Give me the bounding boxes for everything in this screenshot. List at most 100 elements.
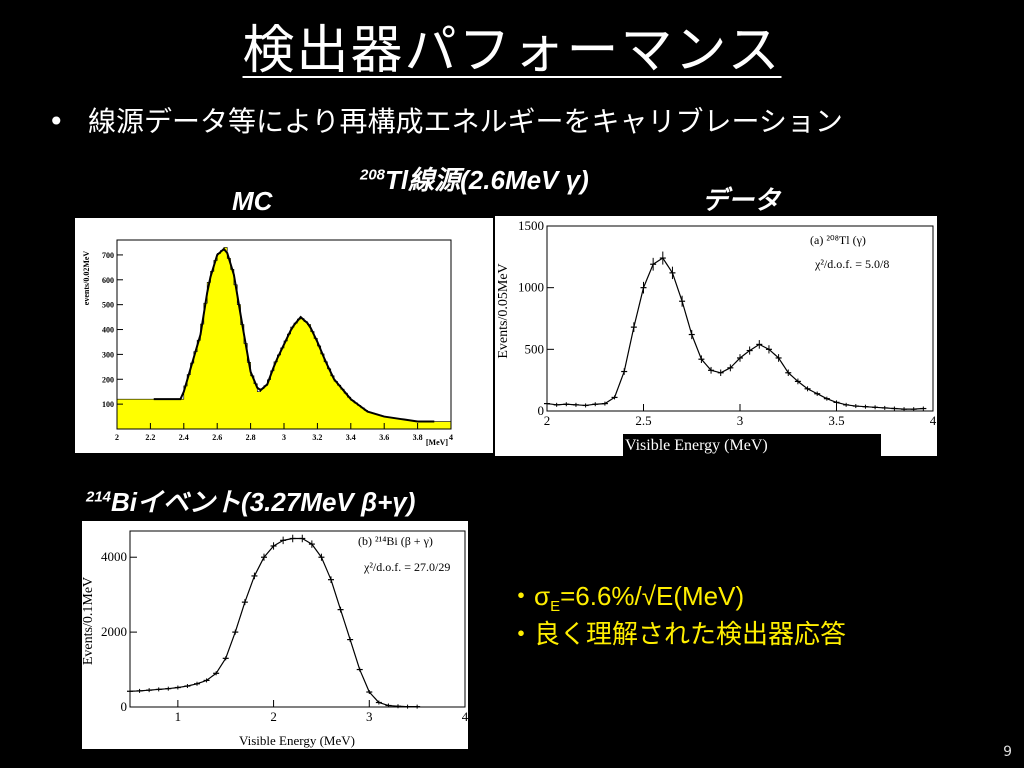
tl-y-tick-label: 1500 — [518, 218, 544, 233]
tl-data-point — [572, 402, 579, 407]
bi-x-tick-label: 3 — [366, 709, 373, 724]
tl-data-point — [814, 391, 821, 396]
bi-annotation-title: (b) ²¹⁴Bi (β + γ) — [358, 534, 433, 548]
mc-y-tick-label: 600 — [102, 276, 114, 285]
tl-x-tick-label: 3.5 — [828, 413, 844, 428]
tl-data-point — [872, 405, 879, 410]
mc-y-tick-label: 100 — [102, 400, 114, 409]
tl-y-tick-label: 500 — [525, 341, 545, 356]
mc-x-tick-label: 4 — [449, 433, 453, 442]
mc-y-axis-label: events/0.02MeV — [82, 251, 91, 306]
bi-data-point — [222, 656, 229, 661]
mc-histogram-bars — [116, 247, 452, 430]
tl-data-point — [910, 407, 917, 412]
bi-y-tick-label: 0 — [121, 699, 128, 714]
note-resolution-prefix: ・σ — [508, 581, 551, 611]
bi-data-point — [280, 536, 287, 545]
bi-data-point — [203, 678, 210, 683]
tl-x-axis-label: Visible Energy (MeV) — [625, 437, 768, 454]
tl-data-point — [630, 322, 637, 332]
tl-data-point — [852, 404, 859, 409]
mc-y-tick-label: 700 — [102, 251, 114, 260]
mc-x-axis-label: [MeV] — [426, 438, 449, 447]
bi-data-point — [155, 687, 162, 692]
tl-y-tick-label: 0 — [538, 403, 545, 418]
tl-data-point — [756, 340, 763, 349]
mc-x-tick-label: 2 — [115, 433, 119, 442]
tl-y-axis-label: Events/0.05MeV — [496, 263, 511, 358]
bi-x-tick-label: 4 — [462, 709, 468, 724]
tl-y-tick-label: 1000 — [518, 280, 544, 295]
tl-fit-curve — [546, 257, 924, 410]
tl-x-tick-label: 3 — [737, 413, 744, 428]
data-label: データ — [702, 185, 781, 215]
bi214-data-panel: 1 2 3 4 0 2000 4000 Visible Energy (MeV) Events/… — [82, 521, 468, 749]
bi-data-point — [385, 703, 392, 708]
mc-fit-curve — [153, 247, 435, 423]
bi-data-point — [318, 553, 325, 561]
bi-label: 214Biイベント(3.27MeV β+γ) — [86, 482, 415, 519]
tl-data-point — [833, 400, 840, 405]
mc-x-tick-label: 2.2 — [145, 433, 155, 442]
tl-annotation-title: (a) ²⁰⁸Tl (γ) — [810, 233, 866, 247]
tl-data-point — [601, 401, 608, 406]
tl-data-point — [891, 406, 898, 411]
tl-data-point — [621, 368, 628, 375]
bi-data-point — [289, 534, 296, 543]
note-resolution: ・σE=6.6%/√E(MeV) — [508, 576, 744, 615]
mc-x-tick-label: 3 — [282, 433, 286, 442]
tl-data-point — [775, 354, 782, 362]
mc-x-tick-label: 2.6 — [212, 433, 222, 442]
bi-data-point — [184, 684, 191, 689]
bi-data-point — [270, 542, 277, 550]
mc-y-tick-label: 200 — [102, 375, 114, 384]
bullet-dot: • — [48, 105, 65, 138]
bi-x-axis-label: Visible Energy (MeV) — [239, 733, 355, 748]
bi-x-tick-label: 2 — [270, 709, 277, 724]
bi-data-point — [251, 572, 258, 580]
tl-data-point — [804, 386, 811, 392]
bi-data-point — [146, 688, 153, 693]
tl-data-point — [698, 355, 705, 363]
bi-y-tick-label: 2000 — [101, 624, 127, 639]
bi-y-axis-label: Events/0.1MeV — [82, 577, 96, 665]
tl-data-point — [582, 403, 589, 408]
bi-frame — [129, 530, 466, 708]
source-label: 208Tl線源(2.6MeV γ) — [360, 160, 589, 197]
bi-annotation-chi2: χ²/d.o.f. = 27.0/29 — [363, 560, 450, 574]
bi-data-point — [241, 599, 248, 606]
bi-label-sup: 214 — [86, 488, 112, 506]
bi-data-point — [337, 606, 344, 613]
tl-data-point — [688, 329, 695, 340]
tl-frame — [546, 225, 934, 412]
tl-data-point — [717, 369, 724, 377]
tl-data-point — [737, 354, 743, 362]
bullet-text: 線源データ等により再構成エネルギーをキャリブレーション — [88, 105, 843, 138]
tl-data-point — [785, 369, 792, 377]
tl-data-point — [553, 402, 560, 407]
tl-data-point — [920, 406, 927, 411]
bi-data-point — [395, 704, 401, 709]
bi-label-text: Biイベント(3.27MeV β+γ) — [111, 487, 416, 517]
bi-data-point — [174, 685, 181, 690]
mc-x-tick-label: 2.8 — [246, 433, 256, 442]
tl-data-point — [862, 404, 869, 409]
mc-x-tick-label: 3.4 — [346, 433, 356, 442]
bi-x-tick-label: 1 — [175, 709, 182, 724]
tl-x-tick-label: 2.5 — [635, 413, 651, 428]
tl-data-point — [679, 295, 686, 307]
bi-data-point — [366, 690, 373, 695]
tl-data-point — [794, 378, 801, 385]
note-response: ・良く理解された検出器応答 — [508, 619, 847, 649]
tl-x-axis-label-box — [623, 434, 881, 456]
mc-x-tick-label: 3.6 — [379, 433, 389, 442]
mc-label: MC — [232, 186, 273, 216]
source-label-sup: 208 — [360, 166, 386, 184]
slide-title: 検出器パフォーマンス — [242, 21, 782, 81]
mc-y-tick-label: 500 — [102, 301, 114, 310]
tl-data-point — [650, 257, 657, 271]
tl-data-point — [611, 395, 618, 400]
note-resolution-rest: =6.6%/√E(MeV) — [560, 581, 745, 611]
bi-data-point — [165, 686, 172, 691]
tl-data-point — [881, 405, 888, 410]
